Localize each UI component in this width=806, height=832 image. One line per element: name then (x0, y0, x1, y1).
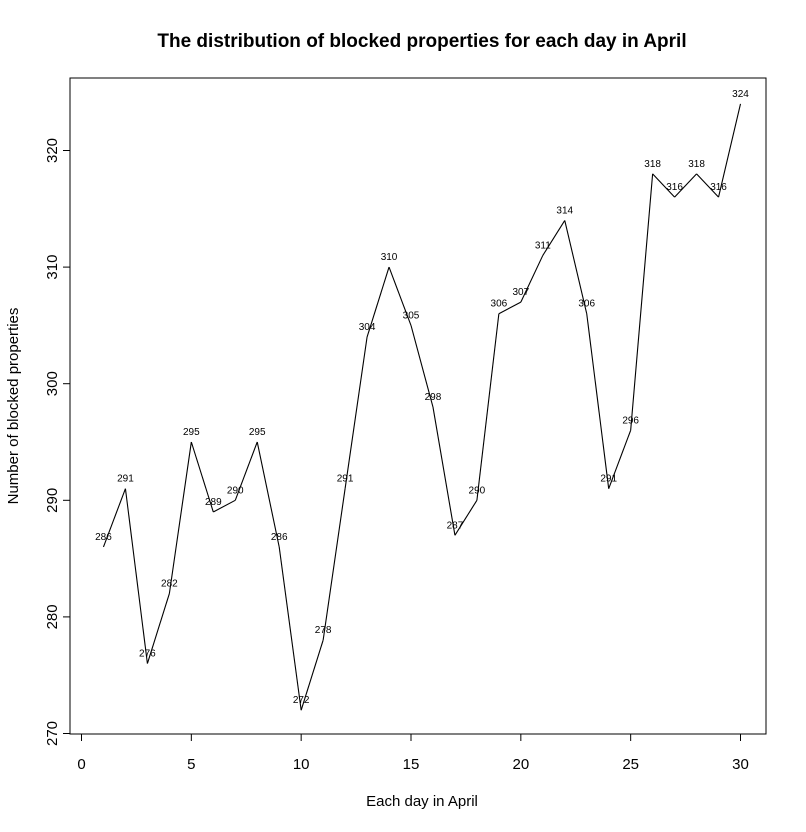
data-label-day-12: 291 (337, 474, 354, 485)
data-label-day-15: 305 (403, 310, 420, 321)
data-label-day-4: 282 (161, 579, 178, 590)
line-segment-7-8 (234, 441, 258, 501)
line-segment-2-3 (124, 488, 148, 664)
y-tick-label-290: 290 (44, 488, 61, 513)
data-label-day-25: 296 (622, 415, 639, 426)
data-label-day-8: 295 (249, 427, 266, 438)
line-segment-29-30 (717, 103, 742, 198)
y-tick-label-310: 310 (44, 255, 61, 280)
data-label-day-27: 316 (666, 182, 683, 193)
data-label-day-16: 298 (425, 392, 442, 403)
data-label-day-26: 318 (644, 159, 661, 170)
data-label-day-21: 311 (535, 240, 551, 251)
line-segment-23-24 (586, 313, 610, 489)
line-segment-18-19 (476, 313, 500, 501)
data-label-day-29: 316 (710, 182, 727, 193)
data-label-day-10: 272 (293, 695, 310, 706)
data-label-day-24: 291 (600, 474, 617, 485)
x-axis-title: Each day in April (366, 793, 478, 810)
line-segment-9-10 (278, 546, 302, 711)
data-label-day-1: 286 (95, 532, 112, 543)
line-segment-8-9 (256, 441, 280, 548)
line-segment-5-6 (190, 441, 214, 513)
data-label-day-17: 287 (447, 520, 464, 531)
y-axis-title: Number of blocked properties (5, 308, 22, 505)
y-tick-label-300: 300 (44, 371, 61, 396)
line-segment-17-18 (454, 500, 478, 536)
line-segment-22-23 (564, 220, 588, 314)
line-segment-13-14 (366, 266, 390, 338)
x-tick-label-0: 0 (77, 756, 85, 773)
data-label-day-22: 314 (556, 205, 573, 216)
data-label-day-6: 289 (205, 497, 222, 508)
x-tick-label-20: 20 (512, 756, 529, 773)
data-label-day-23: 306 (578, 299, 595, 310)
data-label-day-14: 310 (381, 252, 398, 263)
y-tick-label-320: 320 (44, 138, 61, 163)
y-axis: 270 280 290 300 310 320 (44, 138, 71, 746)
chart-title: The distribution of blocked properties f… (157, 31, 686, 52)
data-label-day-18: 290 (469, 485, 486, 496)
line-segment-16-17 (432, 406, 456, 536)
line-segment-28-29 (696, 173, 719, 198)
data-label-day-30: 324 (732, 89, 749, 100)
data-label-day-28: 318 (688, 159, 705, 170)
data-label-day-2: 291 (117, 474, 134, 485)
series-layer (102, 103, 742, 711)
x-tick-label-10: 10 (293, 756, 310, 773)
data-label-day-5: 295 (183, 427, 200, 438)
data-label-day-20: 307 (512, 287, 529, 298)
line-segment-21-22 (542, 220, 566, 256)
y-tick-label-280: 280 (44, 604, 61, 629)
data-label-day-19: 306 (491, 299, 508, 310)
data-label-day-13: 304 (359, 322, 376, 333)
data-label-day-3: 276 (139, 649, 156, 660)
line-segment-24-25 (608, 430, 632, 489)
x-tick-label-15: 15 (403, 756, 420, 773)
line-segment-11-12 (322, 488, 346, 641)
line-segment-3-4 (146, 593, 170, 664)
data-label-day-9: 286 (271, 532, 288, 543)
x-tick-label-30: 30 (732, 756, 749, 773)
data-labels-layer: 286 291 276 282 295 289 290 295 286 272 278 291 304 3… (95, 89, 749, 706)
line-segment-1-2 (102, 488, 126, 548)
line-segment-6-7 (213, 499, 236, 513)
data-label-day-11: 278 (315, 625, 332, 636)
x-tick-label-5: 5 (187, 756, 195, 773)
line-segment-25-26 (630, 173, 654, 431)
line-segment-27-28 (674, 173, 697, 198)
line-segment-12-13 (344, 336, 368, 489)
data-label-day-7: 290 (227, 485, 244, 496)
line-segment-4-5 (168, 441, 192, 594)
line-segment-19-20 (498, 301, 522, 315)
line-segment-14-15 (388, 266, 412, 326)
x-tick-label-25: 25 (622, 756, 639, 773)
y-tick-label-270: 270 (44, 721, 61, 746)
line-segment-15-16 (410, 325, 434, 408)
line-segment-10-11 (300, 640, 324, 711)
plot-frame (69, 77, 767, 735)
x-axis: 0 5 10 15 20 25 30 (77, 733, 749, 773)
line-segment-26-27 (652, 173, 676, 198)
line-segment-20-21 (520, 255, 544, 303)
